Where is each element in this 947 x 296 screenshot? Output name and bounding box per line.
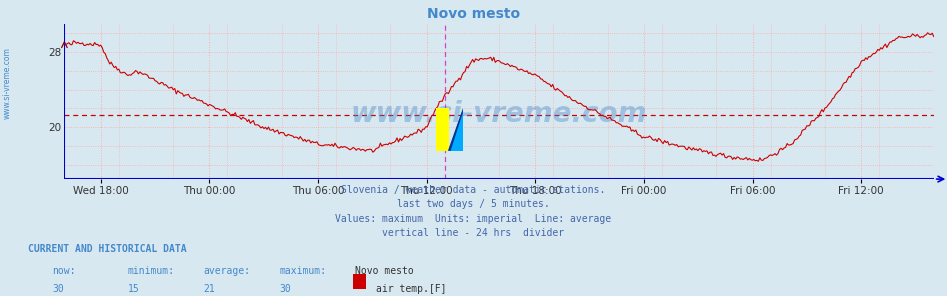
Text: minimum:: minimum:	[128, 266, 175, 276]
Bar	[436, 108, 449, 151]
Text: air temp.[F]: air temp.[F]	[376, 284, 446, 294]
Text: CURRENT AND HISTORICAL DATA: CURRENT AND HISTORICAL DATA	[28, 244, 188, 254]
Text: 30: 30	[279, 284, 291, 294]
Text: Novo mesto: Novo mesto	[427, 7, 520, 21]
Text: maximum:: maximum:	[279, 266, 327, 276]
Polygon shape	[449, 108, 463, 151]
Text: 30: 30	[52, 284, 63, 294]
Text: average:: average:	[204, 266, 251, 276]
Text: Novo mesto: Novo mesto	[355, 266, 414, 276]
Text: 15: 15	[128, 284, 139, 294]
Polygon shape	[448, 108, 463, 151]
Text: Slovenia / weather data - automatic stations.
last two days / 5 minutes.
Values:: Slovenia / weather data - automatic stat…	[335, 185, 612, 238]
Text: 21: 21	[204, 284, 215, 294]
Text: now:: now:	[52, 266, 76, 276]
Text: www.si-vreme.com: www.si-vreme.com	[350, 100, 648, 128]
Text: www.si-vreme.com: www.si-vreme.com	[3, 47, 12, 119]
